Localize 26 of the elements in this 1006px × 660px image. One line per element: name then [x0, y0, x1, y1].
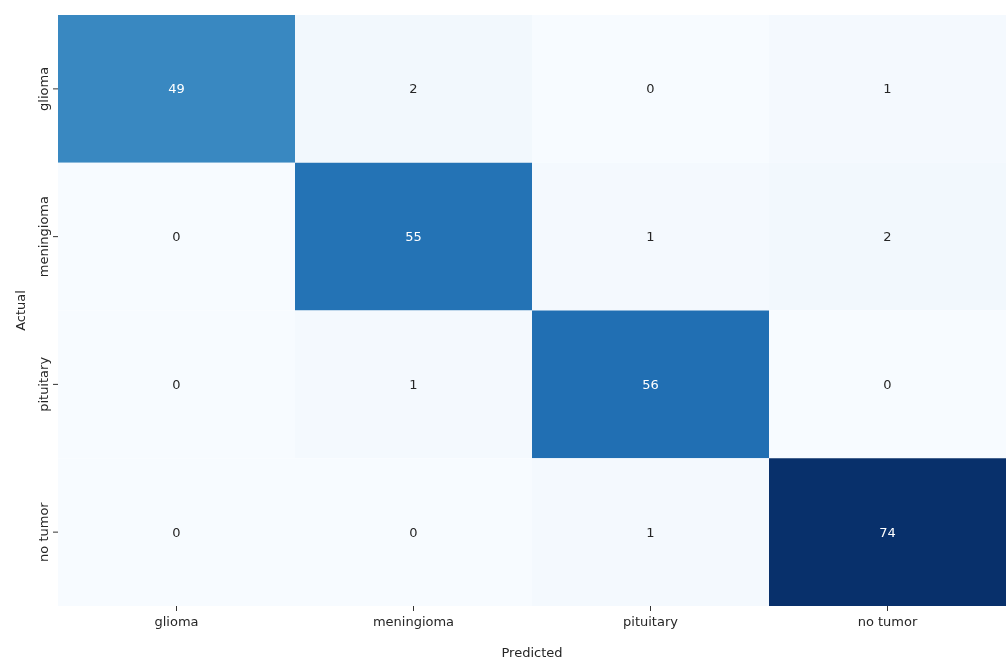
- data-label: 49: [168, 81, 185, 97]
- data-label: 0: [172, 229, 181, 245]
- data-label: 74: [879, 524, 896, 540]
- y-tick-label: meningioma: [36, 196, 51, 278]
- y-tick-label: pituitary: [36, 356, 51, 412]
- data-label: 1: [883, 81, 892, 97]
- x-tick-label: no tumor: [857, 614, 918, 629]
- data-label: 2: [409, 81, 418, 97]
- x-tick-label: glioma: [154, 614, 199, 629]
- x-tick-label: meningioma: [372, 614, 455, 629]
- data-label: 56: [642, 376, 659, 392]
- data-label: 55: [405, 229, 422, 245]
- data-label: 0: [172, 524, 181, 540]
- data-label: 0: [409, 524, 418, 540]
- y-tick-label: glioma: [36, 66, 51, 111]
- x-axis-title: Predicted: [501, 645, 563, 660]
- data-label: 0: [883, 376, 892, 392]
- x-tick-label: pituitary: [623, 614, 679, 629]
- data-label: 0: [646, 81, 655, 97]
- data-label: 1: [646, 524, 655, 540]
- data-label: 1: [646, 229, 655, 245]
- y-axis-title: Actual: [13, 290, 28, 331]
- data-label: 0: [172, 376, 181, 392]
- data-label: 1: [409, 376, 418, 392]
- data-label: 2: [883, 229, 892, 245]
- y-tick-label: no tumor: [36, 501, 51, 562]
